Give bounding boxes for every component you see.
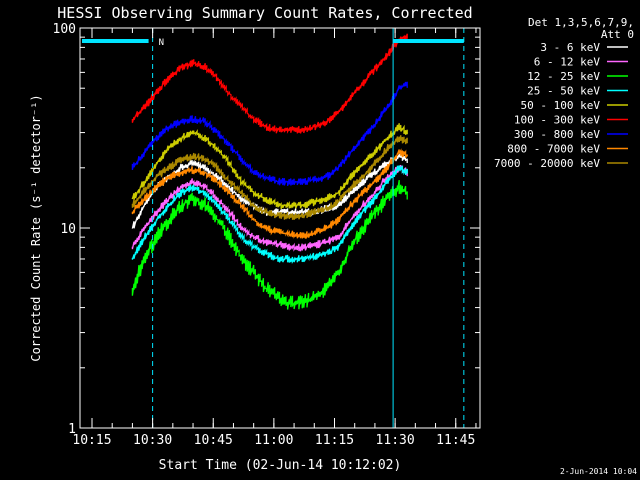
observing-bar-2 xyxy=(393,39,464,43)
series-line-2 xyxy=(131,164,408,252)
plot-layer xyxy=(131,33,408,310)
legend-label-3: 12 - 25 keV xyxy=(527,70,600,83)
legend-label-1: 3 - 6 keV xyxy=(540,41,600,54)
legend-label-5: 50 - 100 keV xyxy=(521,99,601,112)
legend-label-6: 100 - 300 keV xyxy=(514,114,600,127)
series-line-6 xyxy=(131,33,408,134)
series-line-7 xyxy=(131,81,408,187)
y-axis-label: Corrected Count Rate (s⁻¹ detector⁻¹) xyxy=(29,94,43,361)
observing-bar-1 xyxy=(82,39,149,43)
legend-title-line-1: Det 1,3,5,6,7,9, xyxy=(528,16,634,29)
y-tick-label-2: 10 xyxy=(60,222,76,237)
series-line-9 xyxy=(131,135,408,221)
chart-title: HESSI Observing Summary Count Rates, Cor… xyxy=(57,4,472,22)
x-tick-label-4: 11:00 xyxy=(254,433,293,448)
plot-frame xyxy=(79,27,481,429)
series-line-8 xyxy=(131,148,408,240)
marker-layer: N xyxy=(79,28,465,428)
marker-label: N xyxy=(159,38,164,48)
legend-label-8: 800 - 7000 keV xyxy=(507,143,600,156)
legend-label-2: 6 - 12 keV xyxy=(534,56,601,69)
x-tick-label-7: 11:45 xyxy=(436,433,475,448)
series-line-5 xyxy=(131,123,408,210)
series-line-3 xyxy=(131,180,408,310)
footer-timestamp: 2-Jun-2014 10:04 xyxy=(560,467,637,476)
legend-label-4: 25 - 50 keV xyxy=(527,85,600,98)
x-tick-label-6: 11:30 xyxy=(376,433,415,448)
y-tick-label-1: 1 xyxy=(68,422,76,437)
x-tick-label-3: 10:45 xyxy=(194,433,233,448)
x-tick-label-5: 11:15 xyxy=(315,433,354,448)
legend-label-7: 300 - 800 keV xyxy=(514,128,600,141)
x-tick-label-1: 10:15 xyxy=(72,433,111,448)
legend-label-9: 7000 - 20000 keV xyxy=(494,157,600,170)
x-tick-label-2: 10:30 xyxy=(133,433,172,448)
series-line-4 xyxy=(131,164,408,265)
axis-layer: 1 10 100 10:15 10:30 10:45 11:00 11:15 11:30 11:4… xyxy=(53,22,481,448)
legend-title-line-2: Att 0 xyxy=(601,28,634,41)
y-tick-label-3: 100 xyxy=(53,22,76,37)
x-axis-label: Start Time (02-Jun-14 10:12:02) xyxy=(159,458,402,473)
